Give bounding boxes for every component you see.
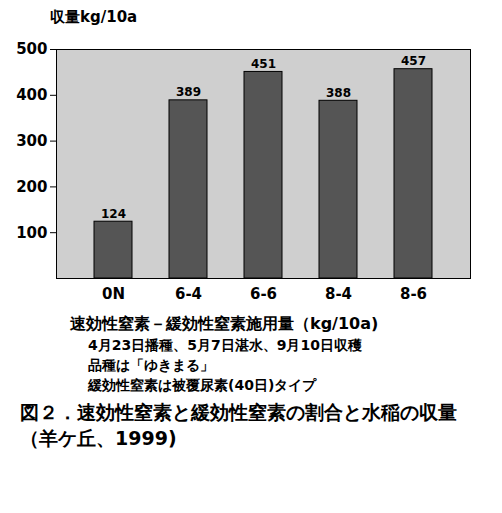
svg-text:500: 500 — [16, 40, 47, 58]
svg-text:389: 389 — [176, 85, 201, 99]
svg-text:6-6: 6-6 — [250, 285, 277, 303]
svg-text:451: 451 — [251, 57, 276, 71]
svg-text:200: 200 — [16, 178, 47, 196]
svg-text:0N: 0N — [102, 285, 125, 303]
svg-text:400: 400 — [16, 86, 47, 104]
html-text:緩効性窒素は被覆尿素(40日)タイプ: 緩効性窒素は被覆尿素(40日)タイプ — [88, 377, 317, 393]
html-text:品種は「ゆきまる」: 品種は「ゆきまる」 — [88, 357, 214, 373]
svg-text:124: 124 — [101, 207, 126, 221]
svg-text:8-6: 8-6 — [400, 285, 427, 303]
svg-text:8-4: 8-4 — [325, 285, 352, 303]
svg-text:6-4: 6-4 — [175, 285, 202, 303]
svg-text:457: 457 — [401, 54, 426, 68]
svg-text:100: 100 — [16, 224, 47, 242]
html-text:速効性窒素－緩効性窒素施用量（kg/10a): 速効性窒素－緩効性窒素施用量（kg/10a) — [70, 314, 379, 333]
html-text:4月23日播種、5月7日湛水、9月10日収穫: 4月23日播種、5月7日湛水、9月10日収穫 — [88, 337, 362, 353]
svg-text:300: 300 — [16, 132, 47, 150]
html-text:図２．速効性窒素と緩効性窒素の割合と水稲の収量（羊ケ丘、19: 図２．速効性窒素と緩効性窒素の割合と水稲の収量（羊ケ丘、1999) — [20, 401, 457, 449]
svg-text:388: 388 — [326, 86, 351, 100]
html-text:収量kg/10a: 収量kg/10a — [50, 8, 138, 26]
